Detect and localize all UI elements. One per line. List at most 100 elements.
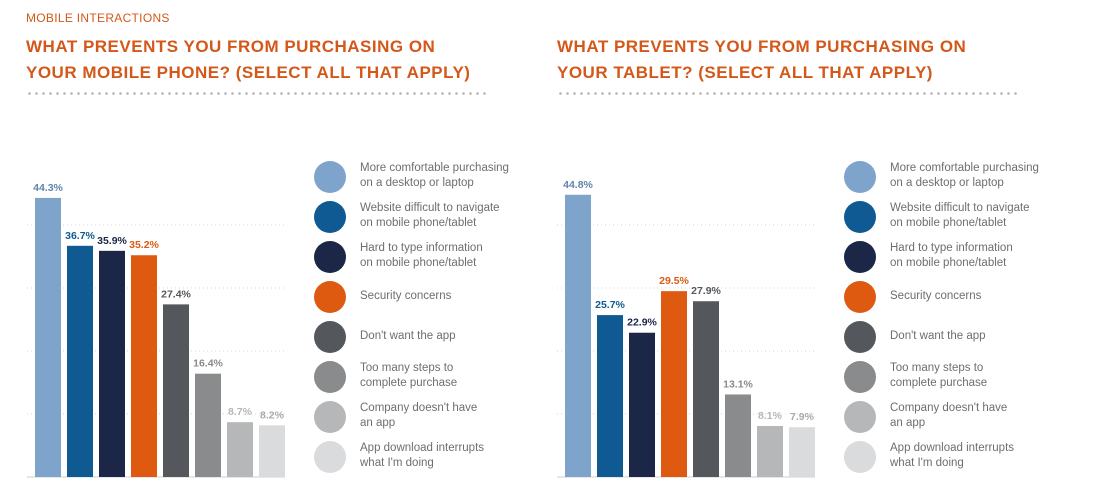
bar-security-concerns bbox=[661, 291, 687, 477]
legend-label: Too many steps to complete purchase bbox=[890, 361, 1090, 391]
bar-don-t-want-the-app bbox=[163, 304, 189, 477]
legend-tablet: More comfortable purchasing on a desktop … bbox=[844, 160, 1084, 480]
legend-label-line: Too many steps to bbox=[890, 362, 984, 374]
legend-swatch bbox=[844, 241, 876, 273]
bar-chart-mobile: 44.3% 36.7% 35.9% 35.2% 27.4% 16.4% 8.7% 8.2% bbox=[27, 182, 285, 478]
bar-app-download-interrupts-what-i-m-doing bbox=[789, 427, 815, 477]
legend-swatch bbox=[844, 361, 876, 393]
legend-label-line: App download interrupts bbox=[890, 442, 1015, 454]
title-line-1: WHAT PREVENTS YOU FROM PURCHASING ON bbox=[26, 37, 436, 56]
legend-swatch bbox=[844, 401, 876, 433]
legend-item-more-comfortable-purchasing-on-a-desktop-or-laptop: More comfortable purchasing on a desktop … bbox=[314, 160, 554, 200]
data-label: 29.5% bbox=[659, 275, 689, 287]
legend-label-line: complete purchase bbox=[360, 377, 458, 389]
data-label: 35.2% bbox=[129, 239, 159, 251]
bar-company-doesn-t-have-an-app bbox=[757, 425, 783, 477]
bar-hard-to-type-information-on-mobile-phone-tablet bbox=[629, 332, 655, 477]
data-label: 16.4% bbox=[193, 358, 223, 370]
legend-label-line: Security concerns bbox=[890, 290, 982, 302]
legend-label-line: Hard to type information bbox=[360, 242, 483, 254]
legend-swatch bbox=[844, 281, 876, 313]
legend-label: Security concerns bbox=[360, 289, 560, 304]
legend-label: More comfortable purchasing on a desktop … bbox=[360, 161, 560, 191]
legend-swatch bbox=[844, 321, 876, 353]
title-line-2: YOUR TABLET? (SELECT ALL THAT APPLY) bbox=[557, 63, 933, 82]
bar-too-many-steps-to-complete-purchase bbox=[725, 394, 751, 477]
legend-label: More comfortable purchasing on a desktop … bbox=[890, 161, 1090, 191]
legend-item-company-doesn-t-have-an-app: Company doesn't have an app bbox=[844, 400, 1084, 440]
legend-item-app-download-interrupts-what-i-m-doing: App download interrupts what I'm doing bbox=[844, 440, 1084, 480]
legend-label-line: Company doesn't have bbox=[890, 402, 1008, 414]
legend-label-line: on a desktop or laptop bbox=[890, 177, 1004, 189]
legend-label-line: what I'm doing bbox=[360, 457, 434, 469]
legend-item-hard-to-type-information-on-mobile-phone-tablet: Hard to type information on mobile phone/… bbox=[314, 240, 554, 280]
chart-title-tablet: WHAT PREVENTS YOU FROM PURCHASING ON YOU… bbox=[557, 34, 1057, 86]
bar-company-doesn-t-have-an-app bbox=[227, 422, 253, 477]
data-label: 22.9% bbox=[627, 317, 657, 329]
legend-swatch bbox=[314, 401, 346, 433]
legend-label-line: More comfortable purchasing bbox=[890, 162, 1039, 174]
legend-swatch bbox=[314, 241, 346, 273]
legend-label-line: Website difficult to navigate bbox=[890, 202, 1030, 214]
legend-item-security-concerns: Security concerns bbox=[314, 280, 554, 320]
legend-item-company-doesn-t-have-an-app: Company doesn't have an app bbox=[314, 400, 554, 440]
legend-label: Website difficult to navigate on mobile p… bbox=[890, 201, 1090, 231]
legend-swatch bbox=[844, 161, 876, 193]
legend-label-line: Security concerns bbox=[360, 290, 452, 302]
legend-swatch bbox=[314, 441, 346, 473]
chart-title-mobile: WHAT PREVENTS YOU FROM PURCHASING ON YOU… bbox=[26, 34, 526, 86]
legend-item-too-many-steps-to-complete-purchase: Too many steps to complete purchase bbox=[844, 360, 1084, 400]
legend-label-line: on mobile phone/tablet bbox=[890, 257, 1007, 269]
data-label: 27.4% bbox=[161, 288, 191, 300]
data-label: 8.2% bbox=[260, 409, 285, 421]
legend-item-app-download-interrupts-what-i-m-doing: App download interrupts what I'm doing bbox=[314, 440, 554, 480]
section-label: MOBILE INTERACTIONS bbox=[26, 11, 170, 25]
legend-swatch bbox=[314, 161, 346, 193]
legend-label: Company doesn't have an app bbox=[360, 401, 560, 431]
legend-label-line: on mobile phone/tablet bbox=[360, 257, 477, 269]
legend-mobile: More comfortable purchasing on a desktop … bbox=[314, 160, 554, 480]
legend-label: Don't want the app bbox=[360, 329, 560, 344]
legend-label-line: Don't want the app bbox=[890, 330, 986, 342]
legend-item-hard-to-type-information-on-mobile-phone-tablet: Hard to type information on mobile phone/… bbox=[844, 240, 1084, 280]
legend-swatch bbox=[314, 321, 346, 353]
legend-label-line: on mobile phone/tablet bbox=[360, 217, 477, 229]
dotted-divider bbox=[557, 92, 1021, 95]
legend-item-website-difficult-to-navigate-on-mobile-phone-tablet: Website difficult to navigate on mobile p… bbox=[314, 200, 554, 240]
legend-label-line: on a desktop or laptop bbox=[360, 177, 474, 189]
legend-label: App download interrupts what I'm doing bbox=[890, 441, 1090, 471]
legend-item-don-t-want-the-app: Don't want the app bbox=[844, 320, 1084, 360]
legend-label-line: on mobile phone/tablet bbox=[890, 217, 1007, 229]
bar-too-many-steps-to-complete-purchase bbox=[195, 373, 221, 477]
legend-item-too-many-steps-to-complete-purchase: Too many steps to complete purchase bbox=[314, 360, 554, 400]
legend-label-line: complete purchase bbox=[890, 377, 988, 389]
legend-label: Company doesn't have an app bbox=[890, 401, 1090, 431]
legend-label: Security concerns bbox=[890, 289, 1090, 304]
legend-item-website-difficult-to-navigate-on-mobile-phone-tablet: Website difficult to navigate on mobile p… bbox=[844, 200, 1084, 240]
bar-chart-tablet: 44.8% 25.7%22.9% 29.5%27.9% 13.1% 8.1% 7.9% bbox=[557, 179, 815, 478]
bar-security-concerns bbox=[131, 255, 157, 477]
legend-label-line: Website difficult to navigate bbox=[360, 202, 500, 214]
legend-label: Website difficult to navigate on mobile p… bbox=[360, 201, 560, 231]
data-label: 7.9% bbox=[790, 411, 815, 423]
data-label: 8.7% bbox=[228, 406, 253, 418]
legend-label: Don't want the app bbox=[890, 329, 1090, 344]
data-label: 44.8% bbox=[563, 179, 593, 191]
legend-label: Too many steps to complete purchase bbox=[360, 361, 560, 391]
bar-more-comfortable-purchasing-on-a-desktop-or-laptop bbox=[565, 194, 591, 477]
data-label: 8.1% bbox=[758, 410, 783, 422]
data-label: 25.7% bbox=[595, 299, 625, 311]
title-line-1: WHAT PREVENTS YOU FROM PURCHASING ON bbox=[557, 37, 967, 56]
bar-more-comfortable-purchasing-on-a-desktop-or-laptop bbox=[35, 197, 61, 477]
legend-item-security-concerns: Security concerns bbox=[844, 280, 1084, 320]
legend-label-line: an app bbox=[890, 417, 926, 429]
data-label: 27.9% bbox=[691, 285, 721, 297]
legend-label-line: Don't want the app bbox=[360, 330, 456, 342]
legend-swatch bbox=[314, 281, 346, 313]
data-label: 44.3% bbox=[33, 182, 63, 194]
legend-swatch bbox=[844, 441, 876, 473]
data-label: 35.9% bbox=[97, 235, 127, 247]
legend-label-line: what I'm doing bbox=[890, 457, 964, 469]
data-label: 36.7% bbox=[65, 230, 95, 242]
bar-website-difficult-to-navigate-on-mobile-phone-tablet bbox=[67, 245, 93, 477]
